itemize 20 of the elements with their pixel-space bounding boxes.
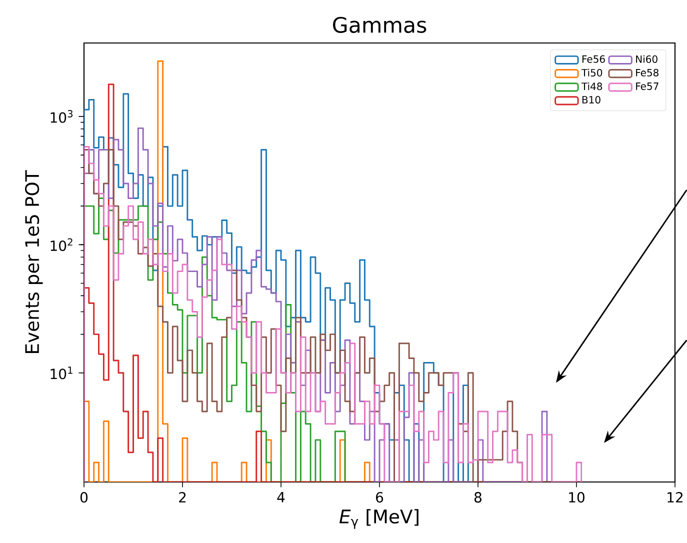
legend-label: Ti50 [581,68,602,77]
x-tick-label: 4 [277,492,285,502]
legend-label: B10 [582,96,600,104]
x-tick-label: 2 [179,492,186,502]
x-tick-label: 8 [474,492,482,503]
legend-label: Ti48 [581,82,602,90]
x-axis-title: E$_{γ}$ [MeV] [339,509,418,529]
legend-label: Ni60 [636,55,658,63]
legend-label: Fe56 [582,55,605,63]
legend-label: Fe58 [636,68,658,76]
y-tick-label: 10$^{3}$ [50,110,73,123]
y-tick-label: 10$^{2}$ [50,238,72,252]
x-tick-label: 12 [668,492,682,502]
y-axis-title: Events per 1e5 POT [25,170,43,353]
x-tick-label: 0 [80,492,88,503]
chart-title: Gammas [333,16,426,33]
legend-label: Fe57 [636,82,658,90]
x-tick-label: 6 [376,492,384,503]
y-tick-label: 10$^{1}$ [50,366,72,380]
x-tick-label: 10 [569,492,584,503]
